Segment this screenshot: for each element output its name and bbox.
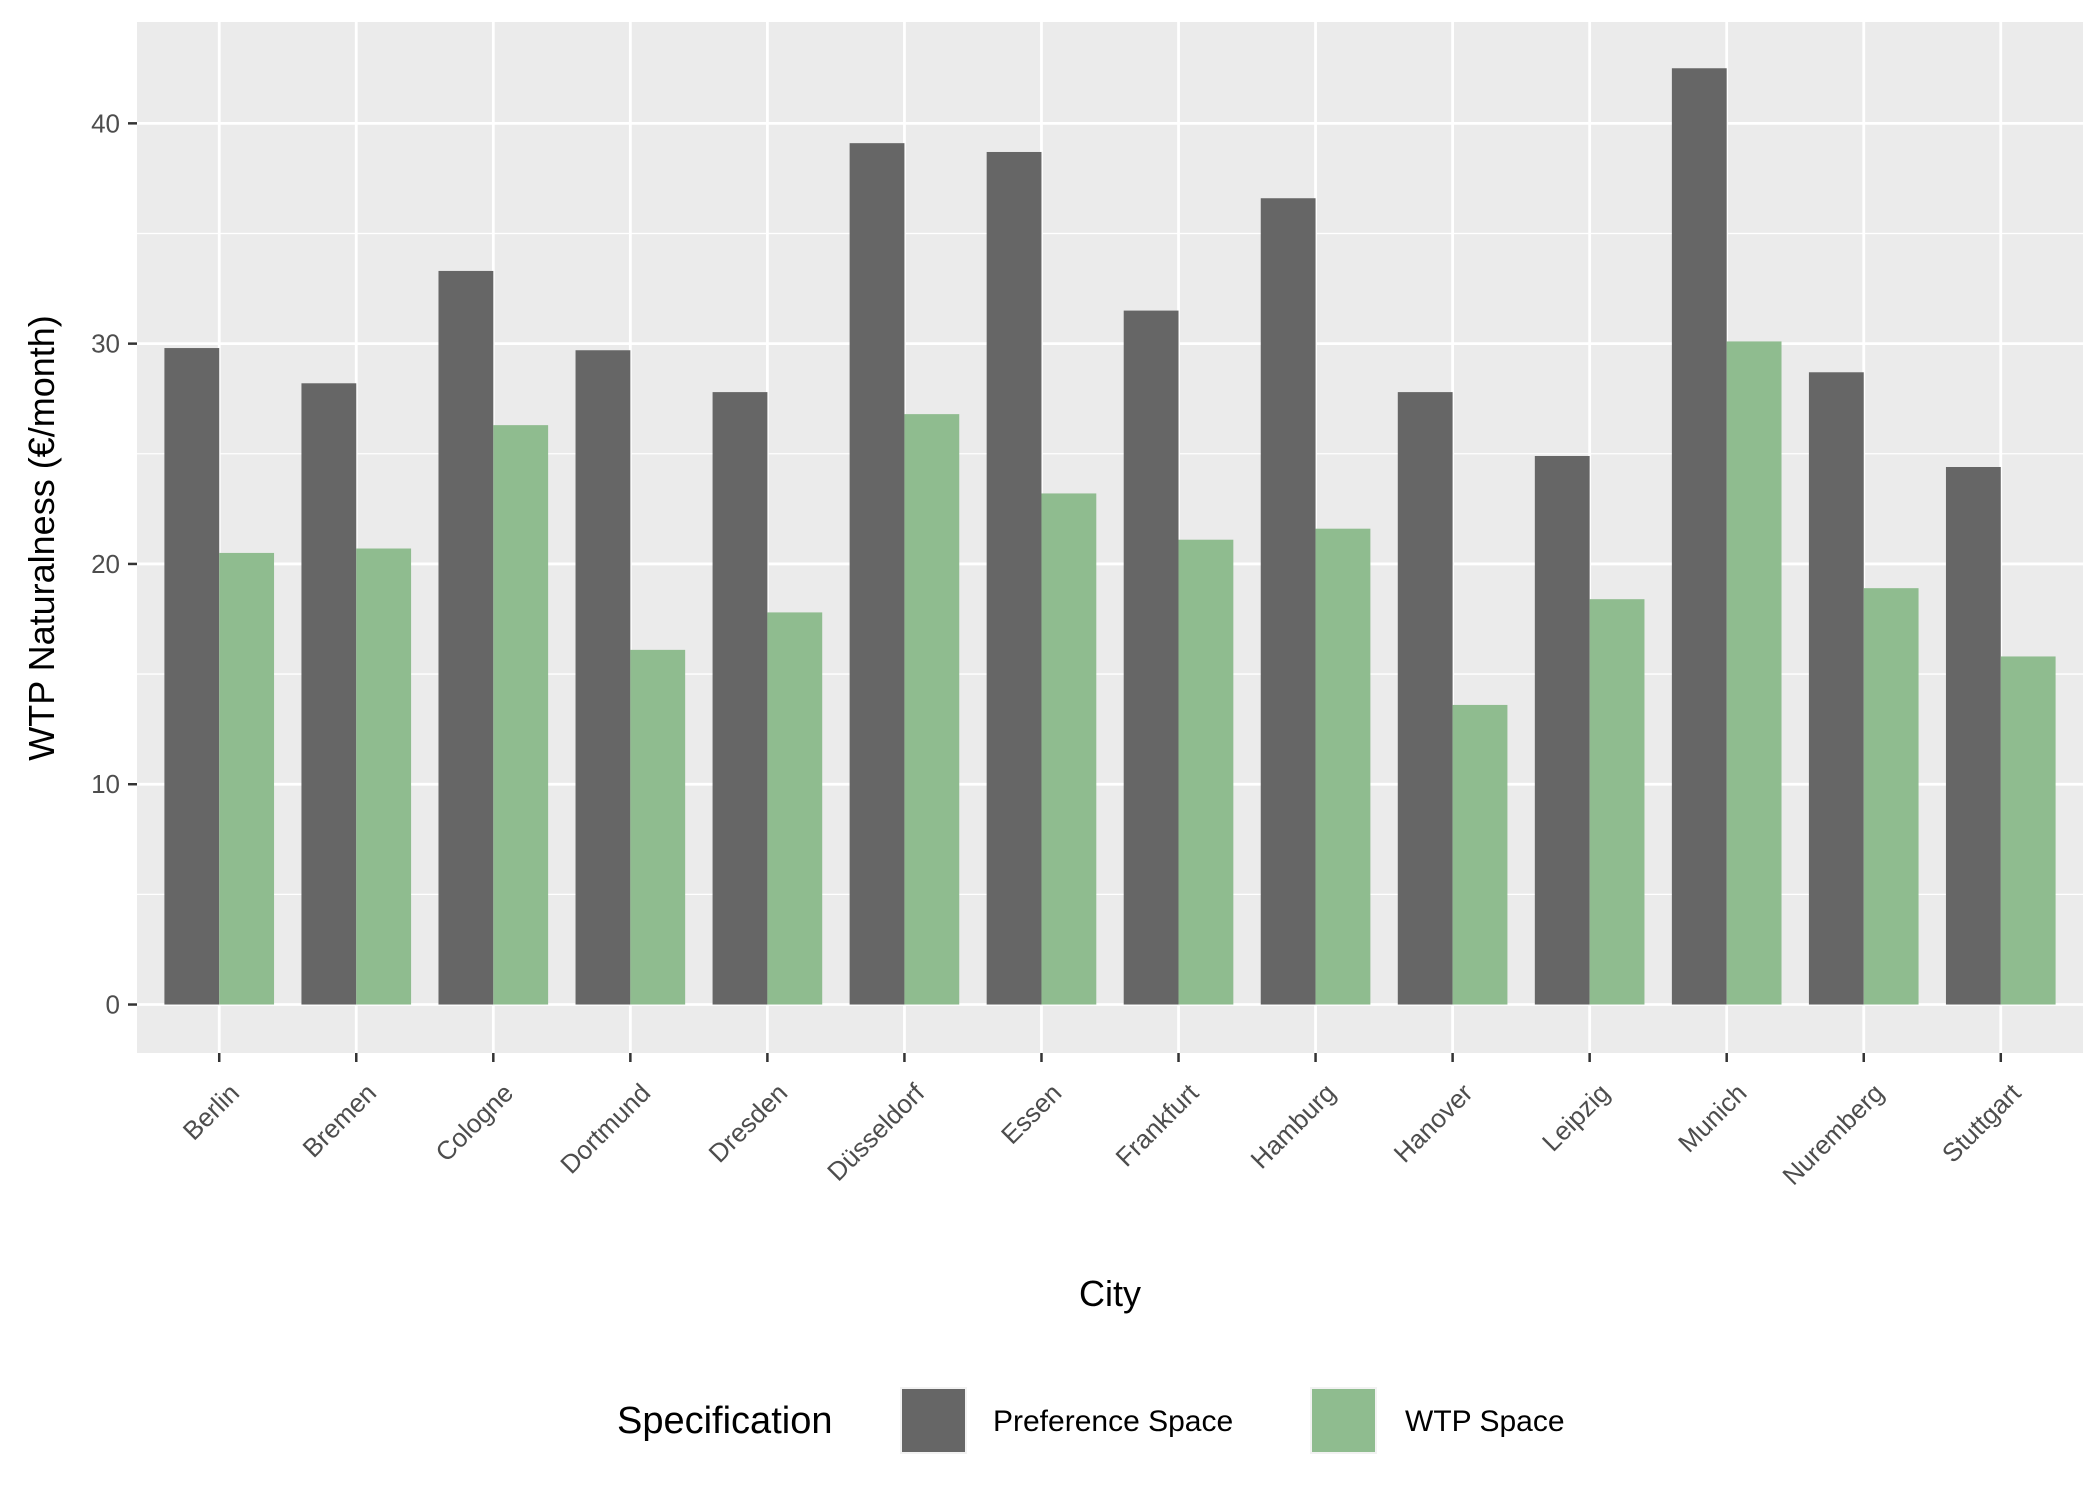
x-tick-label: Munich: [1672, 1078, 1752, 1158]
bar-dortmund-preference-space: [575, 350, 631, 1005]
bar-düsseldorf-wtp-space: [904, 414, 960, 1005]
x-tick-label: Dortmund: [554, 1078, 656, 1180]
bar-leipzig-preference-space: [1534, 455, 1590, 1005]
x-tick-label: Nuremberg: [1776, 1078, 1889, 1191]
bar-essen-wtp-space: [1041, 493, 1097, 1005]
bar-cologne-preference-space: [438, 270, 494, 1005]
y-tick-label: 30: [91, 329, 120, 359]
x-tick-label: Essen: [995, 1078, 1067, 1150]
bar-dresden-wtp-space: [767, 612, 823, 1005]
x-tick-label: Hanover: [1388, 1077, 1479, 1168]
bar-hamburg-preference-space: [1260, 198, 1316, 1005]
bar-bremen-wtp-space: [356, 548, 412, 1005]
y-axis-title: WTP Naturalness (€/month): [21, 315, 62, 760]
bar-munich-preference-space: [1671, 68, 1727, 1005]
x-tick-label: Bremen: [296, 1078, 382, 1164]
bar-hanover-wtp-space: [1452, 704, 1508, 1005]
bar-stuttgart-preference-space: [1945, 467, 2001, 1005]
bar-stuttgart-wtp-space: [2000, 656, 2056, 1005]
y-tick-label: 40: [91, 108, 120, 138]
legend-key-wtp-space: [1312, 1389, 1375, 1452]
legend-title: Specification: [617, 1400, 832, 1442]
x-tick-label: Berlin: [177, 1078, 245, 1146]
bar-dortmund-wtp-space: [630, 649, 686, 1005]
legend-label: Preference Space: [993, 1405, 1233, 1438]
bar-düsseldorf-preference-space: [849, 143, 905, 1005]
bar-essen-preference-space: [986, 151, 1042, 1005]
y-tick-label: 20: [91, 549, 120, 579]
legend-label: WTP Space: [1405, 1405, 1565, 1438]
plot-panel: [137, 22, 2083, 1053]
x-tick-label: Düsseldorf: [821, 1077, 931, 1187]
x-tick-label: Stuttgart: [1936, 1077, 2027, 1168]
bar-berlin-wtp-space: [219, 552, 275, 1005]
bar-dresden-preference-space: [712, 392, 768, 1005]
x-tick-label: Cologne: [429, 1078, 519, 1168]
bar-leipzig-wtp-space: [1589, 599, 1645, 1005]
bar-nuremberg-preference-space: [1808, 372, 1864, 1005]
bar-frankfurt-preference-space: [1123, 310, 1179, 1005]
bar-berlin-preference-space: [164, 348, 220, 1005]
bar-bremen-preference-space: [301, 383, 357, 1005]
y-tick-label: 10: [91, 769, 120, 799]
x-axis: Berlin Bremen Cologne Dortmund Dresden Düssel…: [177, 1053, 2027, 1191]
x-tick-label: Frankfurt: [1110, 1077, 1205, 1172]
bar-nuremberg-wtp-space: [1863, 588, 1919, 1005]
x-tick-label: Leipzig: [1536, 1078, 1615, 1157]
y-tick-label: 0: [106, 990, 120, 1020]
bar-hanover-preference-space: [1397, 392, 1453, 1005]
bar-cologne-wtp-space: [493, 425, 549, 1005]
x-axis-title: City: [1079, 1273, 1141, 1314]
bar-munich-wtp-space: [1726, 341, 1782, 1005]
y-axis: 0 10 20 30 40: [91, 108, 137, 1020]
bars: [164, 68, 2056, 1005]
x-tick-label: Hamburg: [1245, 1078, 1342, 1175]
x-tick-label: Dresden: [703, 1078, 794, 1169]
legend-key-preference-space: [902, 1389, 965, 1452]
legend: Specification Preference Space WTP Space: [617, 1387, 1565, 1454]
bar-frankfurt-wtp-space: [1178, 539, 1234, 1005]
bar-hamburg-wtp-space: [1315, 528, 1371, 1005]
